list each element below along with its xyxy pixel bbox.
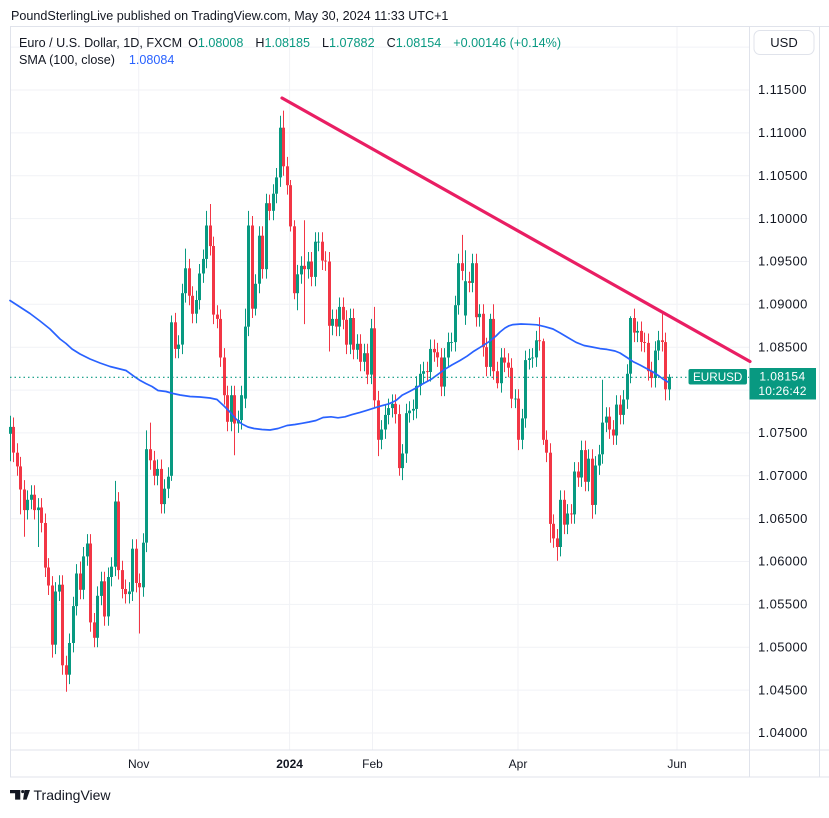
svg-text:EURUSD: EURUSD (693, 371, 742, 384)
svg-text:1.09500: 1.09500 (758, 254, 808, 269)
svg-text:1.04500: 1.04500 (758, 682, 808, 697)
svg-text:1.06500: 1.06500 (758, 511, 808, 526)
svg-text:Nov: Nov (128, 757, 149, 771)
svg-text:1.08154: 1.08154 (759, 370, 805, 384)
svg-text:1.11500: 1.11500 (758, 82, 807, 97)
svg-text:SMA (100, close)1.08084: SMA (100, close) 1.08084 (19, 53, 174, 67)
svg-text:Apr: Apr (509, 757, 528, 771)
svg-text:1.09000: 1.09000 (758, 297, 808, 312)
svg-text:Feb: Feb (362, 757, 383, 771)
svg-text:1.05000: 1.05000 (758, 640, 808, 655)
svg-text:1.06000: 1.06000 (758, 554, 808, 569)
svg-text:1.05500: 1.05500 (758, 597, 808, 612)
svg-text:10:26:42: 10:26:42 (758, 384, 806, 398)
svg-text:1.04000: 1.04000 (758, 725, 808, 740)
svg-text:1.10500: 1.10500 (758, 168, 808, 183)
svg-text:2024: 2024 (276, 757, 303, 771)
svg-text:PoundSterlingLive published on: PoundSterlingLive published on TradingVi… (11, 9, 448, 23)
svg-text:1.08500: 1.08500 (758, 339, 808, 354)
svg-text:USD: USD (770, 35, 797, 50)
svg-text:1.10000: 1.10000 (758, 211, 808, 226)
svg-text:1.07000: 1.07000 (758, 468, 808, 483)
svg-text:1.07500: 1.07500 (758, 425, 808, 440)
svg-text:TradingView: TradingView (34, 787, 112, 803)
svg-text:Jun: Jun (667, 757, 686, 771)
svg-text:1.11000: 1.11000 (758, 125, 807, 140)
